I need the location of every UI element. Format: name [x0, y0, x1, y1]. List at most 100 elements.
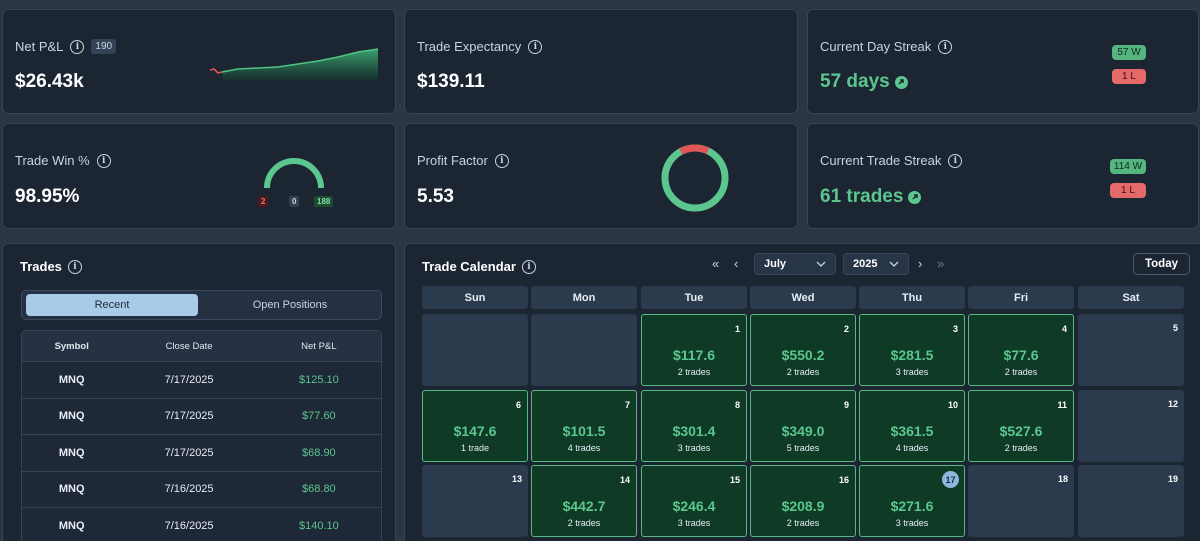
table-row[interactable]: MNQ 7/17/2025 $77.60 [22, 397, 381, 434]
trade-close-date: 7/16/2025 [164, 519, 214, 532]
profit-factor-label-text: Profit Factor [417, 153, 488, 168]
calendar-day[interactable]: 15 $246.4 3 trades [641, 465, 747, 537]
day-trade-count: 2 trades [1004, 367, 1038, 377]
net-pnl-label: Net P&L i 190 [15, 39, 117, 54]
month-select-value: July [764, 258, 787, 270]
trade-expectancy-value: $139.11 [417, 71, 485, 92]
calendar-day[interactable]: 3 $281.5 3 trades [859, 314, 965, 386]
next-month-icon[interactable]: › [918, 256, 923, 271]
trade-expectancy-label: Trade Expectancy i [417, 39, 543, 54]
day-number: 12 [1167, 399, 1178, 409]
trade-win-pct-label-text: Trade Win % [15, 153, 90, 168]
trade-net-pnl: $77.60 [302, 410, 336, 423]
arrow-up-right-icon [908, 190, 922, 204]
info-icon[interactable]: i [948, 153, 963, 168]
net-pnl-card: Net P&L i 190 $26.43k [2, 9, 396, 114]
calendar-day[interactable]: 1 $117.6 2 trades [641, 314, 747, 386]
trade-calendar-title-text: Trade Calendar [422, 259, 516, 274]
day-number: 1 [734, 324, 740, 334]
info-icon[interactable]: i [521, 259, 536, 274]
day-trade-count: 3 trades [677, 443, 711, 453]
year-select[interactable]: 2025 [843, 253, 909, 275]
net-pnl-sparkline [209, 48, 379, 80]
calendar-empty-day [422, 314, 528, 386]
day-number: 7 [624, 400, 630, 410]
info-icon[interactable]: i [494, 153, 509, 168]
trade-streak-label: Current Trade Streak i [820, 153, 963, 168]
previous-year-icon[interactable]: « [712, 256, 720, 271]
column-header-close-date[interactable]: Close Date [165, 340, 213, 352]
day-trade-count: 2 trades [786, 518, 820, 528]
previous-month-icon[interactable]: ‹ [734, 256, 739, 271]
trade-expectancy-card: Trade Expectancy i $139.11 [404, 9, 798, 114]
tab-open-positions[interactable]: Open Positions [252, 299, 328, 311]
calendar-day[interactable]: 6 $147.6 1 trade [422, 390, 528, 462]
table-row[interactable]: MNQ 7/16/2025 $140.10 [22, 507, 381, 541]
calendar-day[interactable]: 10 $361.5 4 trades [859, 390, 965, 462]
calendar-day[interactable]: 13 [422, 465, 528, 537]
calendar-day[interactable]: 4 $77.6 2 trades [968, 314, 1074, 386]
day-trade-count: 3 trades [677, 518, 711, 528]
month-select[interactable]: July [754, 253, 836, 275]
trade-net-pnl: $68.90 [302, 446, 336, 459]
trade-count-badge: 190 [91, 39, 117, 54]
day-pnl: $281.5 [890, 347, 934, 363]
column-header-symbol[interactable]: Symbol [54, 340, 89, 352]
day-pnl: $101.5 [562, 423, 606, 439]
day-number: 18 [1057, 474, 1068, 484]
info-icon[interactable]: i [70, 39, 85, 54]
day-pnl: $77.6 [1003, 347, 1039, 363]
day-number: 3 [952, 324, 958, 334]
day-pnl: $361.5 [890, 423, 934, 439]
table-header: Symbol Close Date Net P&L [22, 331, 381, 361]
trades-tab-group: Recent Open Positions [21, 290, 382, 320]
tab-recent[interactable]: Recent [26, 294, 198, 316]
info-icon[interactable]: i [96, 153, 111, 168]
calendar-day[interactable]: 9 $349.0 5 trades [750, 390, 856, 462]
losses-count: 2 [258, 196, 269, 207]
table-row[interactable]: MNQ 7/17/2025 $125.10 [22, 361, 381, 398]
trade-net-pnl: $125.10 [298, 373, 339, 386]
trade-win-pct-value: 98.95% [15, 186, 80, 207]
calendar-day[interactable]: 5 [1078, 314, 1184, 386]
next-year-icon[interactable]: » [937, 256, 945, 271]
day-number: 19 [1167, 474, 1178, 484]
breakeven-count: 0 [289, 196, 300, 207]
column-header-net-pnl[interactable]: Net P&L [301, 340, 337, 352]
table-row[interactable]: MNQ 7/16/2025 $68.80 [22, 470, 381, 507]
info-icon[interactable]: i [528, 39, 543, 54]
info-icon[interactable]: i [938, 39, 953, 54]
day-pnl: $301.4 [672, 423, 716, 439]
weekday-header: Fri [968, 286, 1074, 309]
table-row[interactable]: MNQ 7/17/2025 $68.90 [22, 434, 381, 471]
calendar-day[interactable]: 8 $301.4 3 trades [641, 390, 747, 462]
day-number: 10 [947, 400, 958, 410]
day-number: 9 [843, 400, 849, 410]
today-button[interactable]: Today [1133, 253, 1190, 275]
calendar-day[interactable]: 17 $271.6 3 trades [859, 465, 965, 537]
calendar-day[interactable]: 16 $208.9 2 trades [750, 465, 856, 537]
net-pnl-label-text: Net P&L [15, 39, 64, 54]
profit-factor-value: 5.53 [417, 186, 454, 207]
calendar-day[interactable]: 18 [968, 465, 1074, 537]
info-icon[interactable]: i [67, 259, 82, 274]
net-pnl-value: $26.43k [15, 71, 84, 92]
trade-close-date: 7/16/2025 [164, 483, 214, 496]
calendar-day[interactable]: 11 $527.6 2 trades [968, 390, 1074, 462]
calendar-day[interactable]: 7 $101.5 4 trades [531, 390, 637, 462]
trade-streak-value-text: 61 trades [820, 186, 904, 207]
trade-streak-losses-badge: 1 L [1110, 183, 1146, 198]
calendar-day[interactable]: 19 [1078, 465, 1184, 537]
calendar-empty-day [531, 314, 637, 386]
trade-streak-value: 61 trades [820, 186, 922, 208]
chevron-down-icon [889, 261, 899, 267]
weekday-header: Thu [859, 286, 965, 309]
weekday-header: Sat [1078, 286, 1184, 309]
calendar-day[interactable]: 2 $550.2 2 trades [750, 314, 856, 386]
day-pnl: $117.6 [672, 347, 716, 363]
day-streak-label: Current Day Streak i [820, 39, 953, 54]
day-streak-label-text: Current Day Streak [820, 39, 932, 54]
day-trade-count: 3 trades [895, 518, 929, 528]
calendar-day[interactable]: 14 $442.7 2 trades [531, 465, 637, 537]
calendar-day[interactable]: 12 [1078, 390, 1184, 462]
